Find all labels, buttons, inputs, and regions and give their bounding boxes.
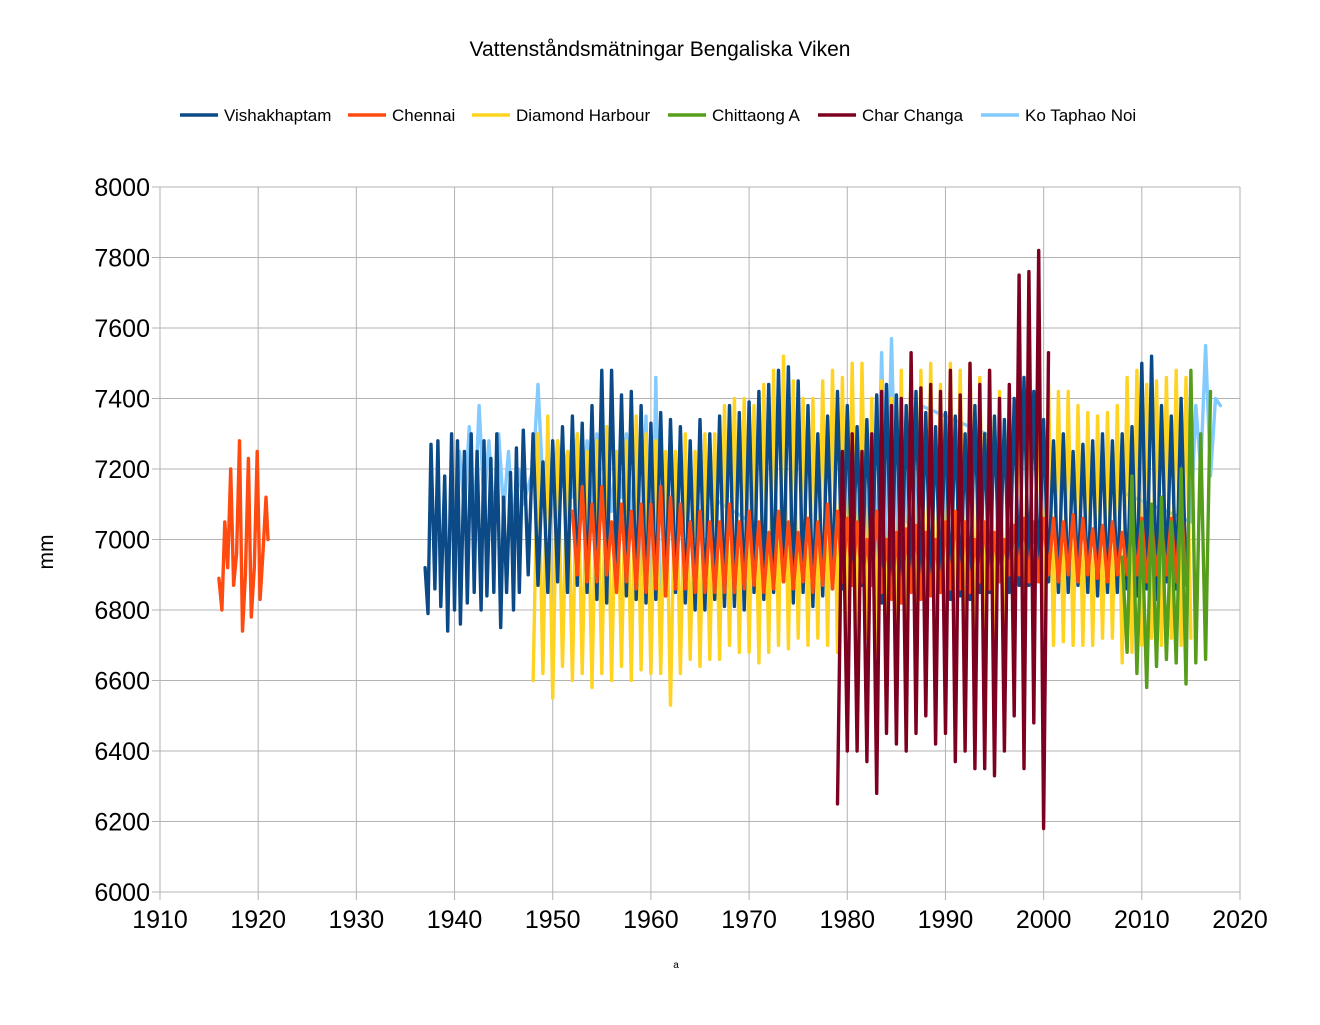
y-tick-label: 7000 (94, 527, 150, 555)
x-axis-label: a (673, 960, 679, 971)
legend-label: Chennai (392, 106, 455, 125)
y-tick-label: 7800 (94, 245, 150, 273)
series-line-4 (835, 248, 1051, 831)
x-axis: 1910 1920 1930 1940 1950 1960 1970 1980 1990 2000… (132, 892, 1268, 934)
x-tick-label: 2000 (1016, 906, 1072, 934)
legend-label: Ko Taphao Noi (1025, 106, 1136, 125)
y-tick-label: 6000 (94, 879, 150, 907)
legend-item: Char Changa (818, 106, 964, 125)
y-tick-label: 6800 (94, 597, 150, 625)
series-line-0 (423, 354, 1188, 633)
legend-label: Char Changa (862, 106, 964, 125)
x-tick-label: 2010 (1114, 906, 1170, 934)
legend-item: Chennai (348, 106, 455, 125)
x-tick-label: 1940 (427, 906, 483, 934)
x-tick-label: 1950 (525, 906, 581, 934)
series-line-2 (531, 354, 1193, 707)
series-line-1 (217, 439, 270, 633)
legend-label: Vishakhaptam (224, 106, 331, 125)
legend-label: Chittaong A (712, 106, 801, 125)
y-axis: 6000 6200 6400 6600 6800 7000 7200 7400 7600 7800… (94, 174, 160, 907)
x-tick-label: 2020 (1212, 906, 1268, 934)
legend-item: Diamond Harbour (472, 106, 651, 125)
legend: Vishakhaptam Chennai Diamond Harbour Chitta… (180, 106, 1136, 125)
chart-title: Vattenståndsmätningar Bengaliska Viken (470, 38, 851, 61)
x-tick-label: 1970 (721, 906, 777, 934)
y-tick-label: 6600 (94, 668, 150, 696)
x-tick-label: 1990 (918, 906, 974, 934)
x-tick-label: 1930 (329, 906, 385, 934)
series-line-3 (1120, 368, 1213, 690)
y-tick-label: 8000 (94, 174, 150, 202)
y-tick-label: 7400 (94, 386, 150, 414)
legend-item: Vishakhaptam (180, 106, 331, 125)
legend-item: Chittaong A (668, 106, 801, 125)
y-axis-label: mm (35, 535, 58, 570)
legend-item: Ko Taphao Noi (981, 106, 1136, 125)
legend-label: Diamond Harbour (516, 106, 651, 125)
x-tick-label: 1960 (623, 906, 679, 934)
plot-area (217, 248, 1223, 831)
y-tick-label: 6400 (94, 738, 150, 766)
y-tick-label: 6200 (94, 809, 150, 837)
x-tick-label: 1920 (230, 906, 286, 934)
y-tick-label: 7600 (94, 315, 150, 343)
y-tick-label: 7200 (94, 456, 150, 484)
x-tick-label: 1910 (132, 906, 188, 934)
x-tick-label: 1980 (819, 906, 875, 934)
